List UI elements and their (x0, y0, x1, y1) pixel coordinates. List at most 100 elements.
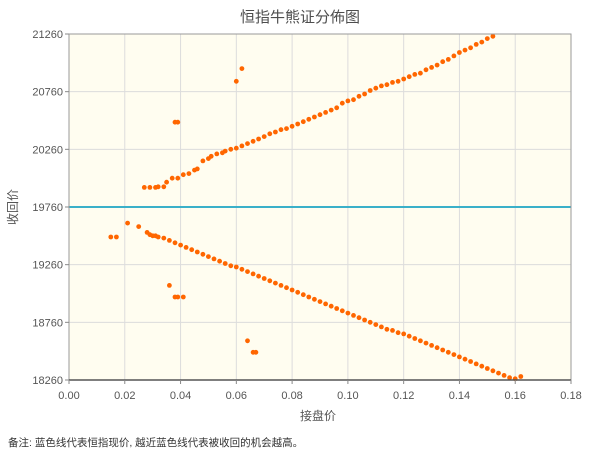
x-tick-label: 0.04 (170, 390, 191, 402)
y-tick-label: 18260 (32, 375, 63, 387)
data-point (501, 373, 507, 378)
data-point (323, 110, 328, 115)
data-point (429, 65, 434, 70)
data-point (239, 266, 245, 272)
data-point (384, 82, 390, 88)
data-point (228, 263, 234, 269)
data-point (295, 121, 301, 127)
data-point (306, 116, 312, 122)
data-point (167, 283, 172, 288)
data-point (180, 294, 186, 300)
data-point (479, 39, 485, 45)
data-point (228, 146, 234, 152)
data-point (328, 107, 334, 113)
data-point (164, 179, 170, 185)
data-point (208, 153, 214, 159)
data-point (317, 299, 323, 304)
data-points (108, 33, 524, 382)
footnote: 备注: 蓝色线代表恒指现价, 越近蓝色线代表被收回的机会越高。 (8, 437, 304, 449)
data-point (390, 80, 395, 85)
data-point (462, 47, 468, 53)
data-point (334, 306, 340, 311)
data-point (434, 62, 440, 68)
x-tick-label: 0.08 (281, 390, 302, 402)
y-tick-label: 21260 (32, 29, 63, 41)
data-point (289, 123, 295, 129)
data-point (362, 317, 367, 323)
data-point (194, 249, 200, 255)
data-point (479, 363, 485, 369)
data-point (233, 145, 239, 151)
data-point (406, 74, 412, 80)
data-point (141, 185, 147, 190)
data-point (395, 330, 401, 336)
data-point (457, 50, 462, 55)
data-point (440, 347, 446, 353)
data-point (278, 127, 284, 133)
data-point (136, 224, 142, 230)
data-point (412, 336, 418, 341)
data-point (490, 33, 496, 39)
data-point (373, 322, 379, 327)
data-point (323, 301, 328, 307)
data-point (155, 234, 161, 240)
data-point (245, 338, 250, 344)
y-tick-label: 18760 (32, 317, 63, 329)
data-point (462, 356, 468, 362)
data-point (351, 97, 356, 103)
data-point (334, 105, 340, 111)
data-point (412, 72, 418, 77)
data-point (183, 245, 189, 250)
data-point (284, 285, 289, 291)
data-point (239, 66, 245, 71)
data-point (356, 93, 362, 99)
y-tick-label: 19260 (32, 260, 63, 272)
data-point (214, 151, 220, 157)
data-point (339, 100, 345, 106)
x-tick-label: 0.06 (226, 390, 247, 402)
data-point (434, 345, 440, 351)
data-point (175, 294, 181, 300)
data-point (312, 114, 317, 120)
data-point (373, 85, 379, 91)
data-point (222, 148, 228, 154)
data-point (172, 240, 178, 246)
data-point (245, 269, 250, 274)
data-point (345, 310, 351, 316)
data-point (312, 296, 317, 302)
data-point (233, 264, 239, 270)
data-point (175, 119, 181, 125)
data-point (496, 370, 501, 376)
x-axis-ticks: 0.00 0.02 0.04 0.06 0.08 0.10 0.12 0.14 0.16 0.18 (58, 380, 582, 402)
data-point (200, 251, 206, 257)
data-point (306, 294, 312, 300)
y-tick-label: 20260 (32, 144, 63, 156)
data-point (451, 352, 457, 357)
data-point (300, 119, 306, 125)
data-point (239, 143, 245, 149)
data-point (473, 42, 479, 47)
x-tick-label: 0.00 (58, 390, 79, 402)
data-point (367, 319, 373, 325)
data-point (256, 273, 261, 279)
data-point (339, 308, 345, 314)
data-point (189, 247, 195, 253)
data-point (155, 184, 161, 190)
data-point (180, 172, 186, 178)
data-point (345, 98, 351, 104)
data-point (211, 256, 217, 262)
data-point (147, 185, 153, 190)
data-point (273, 280, 278, 286)
data-point (451, 53, 457, 59)
data-point (384, 326, 390, 332)
data-point (362, 91, 367, 97)
data-point (406, 333, 412, 339)
data-point (233, 78, 239, 84)
data-point (484, 36, 490, 41)
data-point (125, 220, 130, 226)
data-point (250, 271, 256, 277)
data-point (186, 171, 192, 177)
data-point (440, 59, 446, 65)
data-point (250, 138, 256, 144)
